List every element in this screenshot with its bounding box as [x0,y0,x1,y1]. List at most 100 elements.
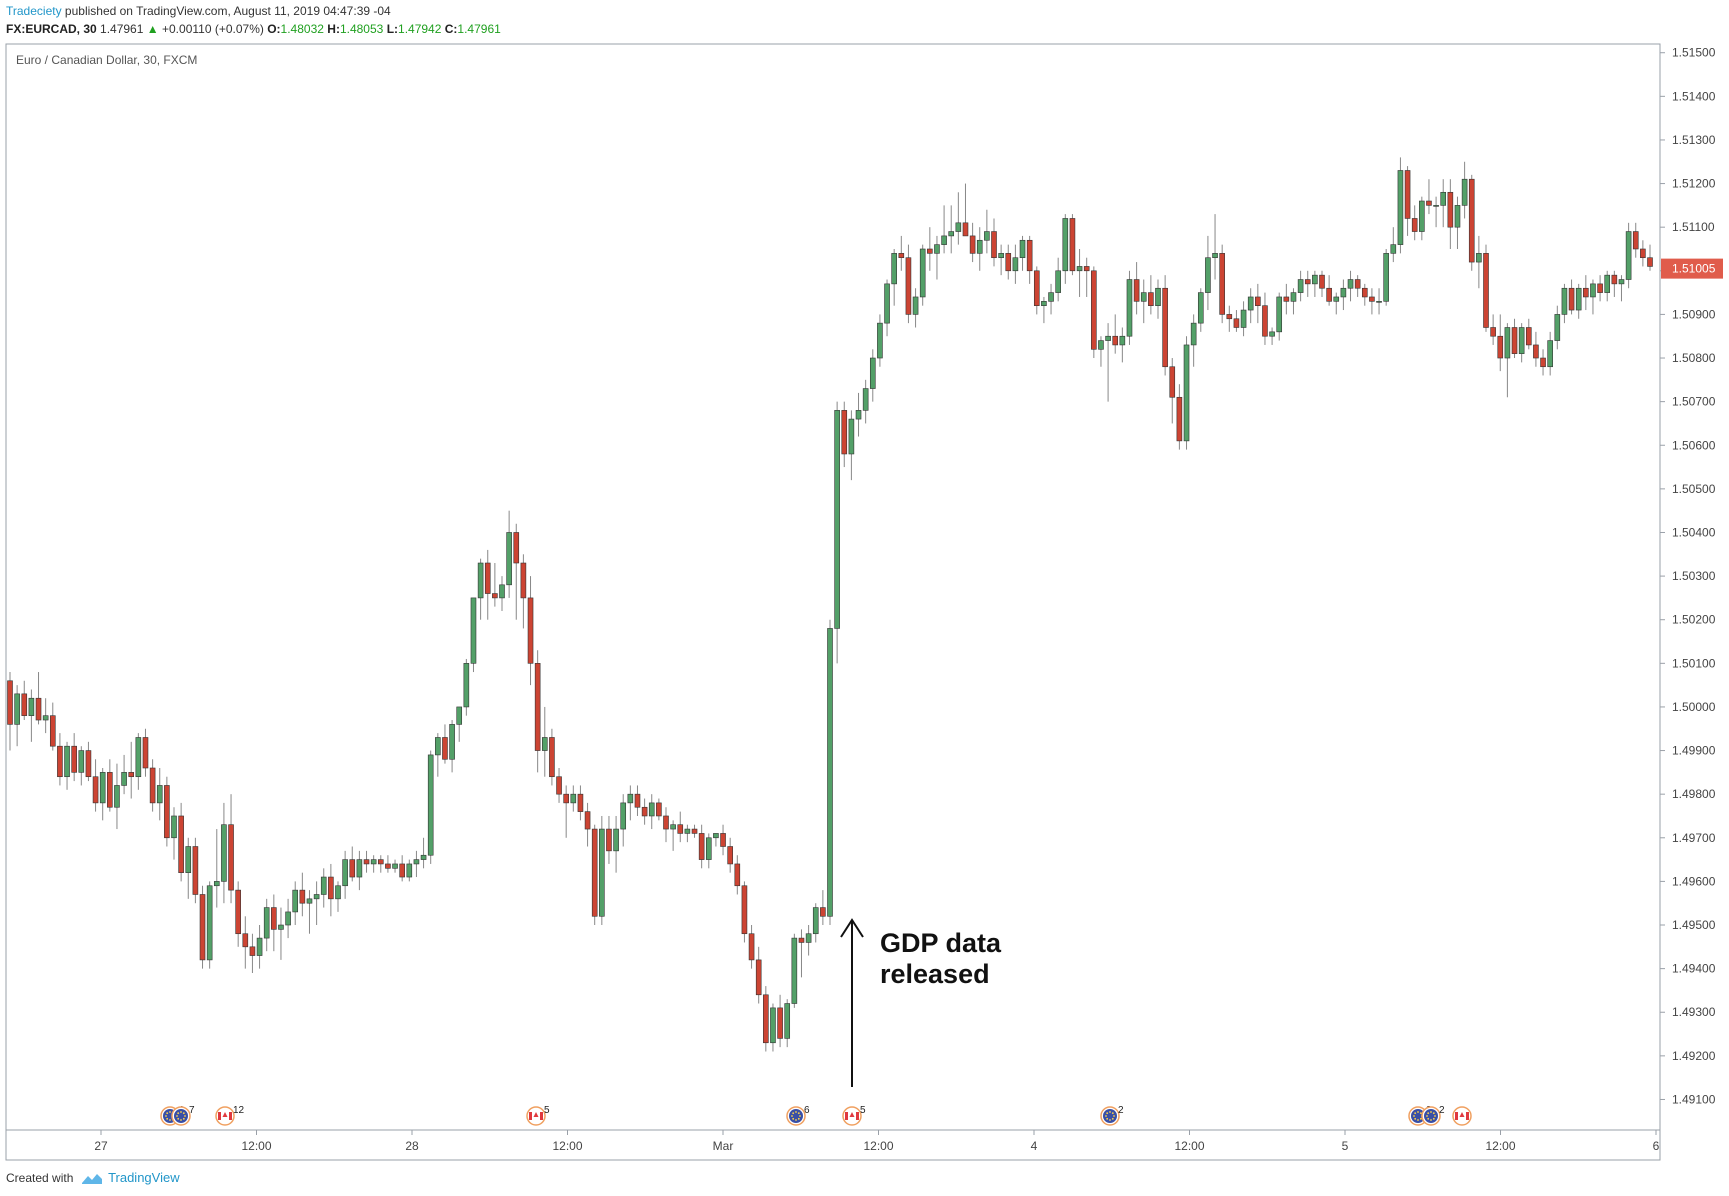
candle-body-down [1162,287,1168,368]
candle-body-down [1069,218,1076,272]
candle-body-down [641,806,648,817]
candle-body-up [456,706,463,725]
candle [834,401,840,664]
symbol-label: FX:EURCAD, 30 [6,22,97,36]
candle [1197,288,1204,332]
event-count: 2 [1439,1105,1445,1116]
candle [7,672,13,751]
candle [271,894,277,952]
candle-body-up [941,235,947,245]
candle-body-down [1490,327,1496,337]
candle-body-down [492,593,498,599]
low-label: L: [386,22,399,36]
candle-body-down [656,802,662,817]
candle [1504,323,1511,398]
candle-body-down [691,828,698,834]
candle-body-down [748,933,755,961]
eu-star [1109,1119,1111,1121]
candle-body-down [1483,253,1489,328]
event-markers: 4712565222 [160,1105,1472,1126]
candle [420,837,427,869]
candle [1433,196,1439,228]
candle [934,235,940,280]
candle-body-up [1105,335,1111,341]
ca-event-flag-icon[interactable]: 12 [215,1105,245,1126]
candle [463,658,470,716]
candle-body-up [1561,287,1568,315]
candle [777,994,783,1048]
candle-body-down [1640,248,1646,259]
candle [1062,214,1069,284]
eu-star [1417,1111,1419,1113]
candle [541,706,548,777]
candle-body-up [313,894,320,900]
candle-body-down [741,885,748,935]
candle-body-up [1604,274,1611,293]
candle-body-up [827,628,833,917]
candle [1319,270,1325,297]
eu-event-flag-icon[interactable]: 2 [1421,1105,1445,1126]
time-axis[interactable]: 27 12:00 28 12:00 Mar 12:00 4 12:00 5 12:00 6 [94,1130,1660,1153]
candle [1012,244,1019,284]
candle [499,576,505,611]
tradingview-brand-link[interactable]: TradingView [108,1170,180,1185]
ca-event-flag-icon[interactable]: 5 [842,1105,866,1126]
candle-body-up [1240,309,1247,328]
candle-body-down [927,248,933,254]
candle [784,999,791,1048]
candle [1219,244,1225,324]
candle [927,227,933,271]
candle-body-down [1262,305,1268,337]
candle [1511,318,1518,359]
candle-body-up [427,754,434,856]
candlestick-chart[interactable]: Euro / Canadian Dollar, 30, FXCM 1.51500… [0,40,1729,1165]
candle [1397,157,1404,254]
candle-body-up [998,253,1004,259]
candle-body-down [377,859,384,865]
candle [720,824,726,856]
candle-body-down [242,933,249,948]
candle [1312,270,1318,297]
eu-event-flag-icon[interactable]: 2 [1100,1105,1124,1126]
eu-star [180,1111,182,1113]
candle [342,850,348,899]
candle-body-up [392,863,398,869]
event-count: 2 [1118,1105,1124,1116]
candle [1069,214,1076,276]
candle [620,794,627,847]
candle [99,768,106,821]
candle-body-down [1404,170,1411,219]
candle-body-down [271,907,277,930]
candle [1597,275,1603,302]
price-axis[interactable]: 1.51500 1.51400 1.51300 1.51200 1.51100 1.510… [1660,46,1716,1107]
candle-body-up [976,239,983,254]
author-link[interactable]: Tradeciety [6,4,62,18]
eu-event-flag-icon[interactable]: 6 [786,1105,810,1126]
candle [456,706,463,742]
ca-event-flag-icon[interactable]: 5 [526,1105,550,1126]
eu-star [1426,1115,1428,1117]
candle-body-down [677,824,684,834]
candle [791,933,798,1008]
candle-body-down [734,863,741,887]
ca-flag-band [845,1112,848,1120]
candle [1083,257,1090,297]
eu-star [1105,1115,1107,1117]
candle [349,846,356,882]
candle-body-up [1440,191,1447,206]
candle-body-up [627,793,634,804]
candle [1162,275,1168,376]
eu-event-flag-icon[interactable]: 7 [171,1105,195,1126]
candle-body-up [206,885,213,961]
candle [770,1003,776,1052]
price-tick-label: 1.50500 [1672,482,1716,496]
price-tag-label: 1.51005 [1672,262,1716,276]
ca-event-flag-icon[interactable] [1452,1106,1472,1126]
candle-body-up [1247,296,1254,311]
candle-body-up [984,231,990,241]
candle-body-down [1319,274,1325,289]
candle [107,759,113,812]
candle-body-up [1575,287,1582,311]
candle [114,763,120,830]
candle [363,850,370,873]
